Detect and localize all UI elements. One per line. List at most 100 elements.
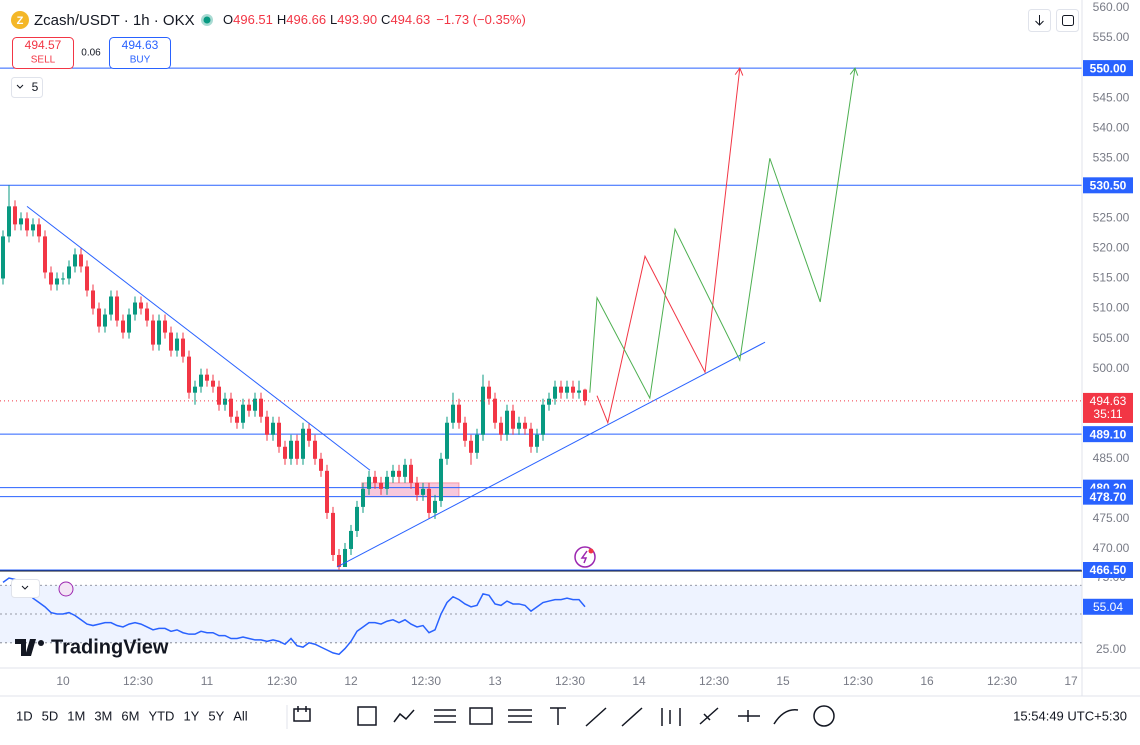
range-button[interactable]: 5D bbox=[42, 708, 59, 723]
fullscreen-button[interactable] bbox=[1056, 9, 1079, 32]
level-label: 466.50 bbox=[1090, 563, 1127, 577]
candle-body bbox=[13, 206, 18, 225]
h-label: H bbox=[277, 12, 286, 27]
candle-body bbox=[487, 386, 492, 399]
level-label: 530.50 bbox=[1090, 178, 1127, 192]
c-label: C bbox=[381, 12, 390, 27]
tool-icon[interactable] bbox=[550, 707, 566, 725]
candle-body bbox=[535, 434, 540, 447]
y-tick-label: 560.00 bbox=[1093, 0, 1130, 14]
candle-body bbox=[571, 386, 576, 393]
tool-icon[interactable] bbox=[508, 709, 532, 723]
x-tick-label: 11 bbox=[201, 674, 214, 688]
candle-body bbox=[559, 386, 564, 393]
candle-body bbox=[79, 254, 84, 267]
candle-body bbox=[475, 434, 480, 453]
candle-body bbox=[73, 254, 78, 267]
candle-body bbox=[439, 458, 444, 501]
candle-body bbox=[55, 278, 60, 285]
candle-body bbox=[7, 206, 12, 237]
candle-body bbox=[229, 398, 234, 417]
coin-icon-glyph: Z bbox=[17, 15, 24, 27]
tool-icon[interactable] bbox=[293, 706, 311, 722]
rsi-tick-label: 25.00 bbox=[1096, 642, 1126, 656]
candle-body bbox=[25, 218, 30, 231]
range-button[interactable]: 1Y bbox=[183, 708, 199, 723]
event-dot bbox=[588, 548, 594, 554]
y-tick-label: 505.00 bbox=[1093, 331, 1130, 345]
x-tick-label: 12:30 bbox=[699, 674, 729, 688]
candle-body bbox=[499, 422, 504, 435]
range-button[interactable]: 3M bbox=[94, 708, 112, 723]
sell-price: 494.57 bbox=[25, 38, 62, 52]
candle-body bbox=[67, 266, 72, 279]
x-tick-label: 12:30 bbox=[987, 674, 1017, 688]
range-button[interactable]: YTD bbox=[148, 708, 174, 723]
coin-icon bbox=[11, 11, 29, 29]
l-value: 493.90 bbox=[337, 12, 377, 27]
candle-body bbox=[91, 290, 96, 309]
candle-body bbox=[121, 320, 126, 333]
h-value: 496.66 bbox=[286, 12, 326, 27]
candle-body bbox=[343, 548, 348, 567]
drawing-tools bbox=[293, 705, 835, 727]
logo-mark bbox=[38, 640, 44, 646]
candle-body bbox=[85, 266, 90, 291]
title: Zcash/USDT · 1h · OKX bbox=[34, 12, 195, 29]
tool-icon[interactable] bbox=[434, 709, 456, 723]
x-tick-label: 15 bbox=[776, 674, 790, 688]
y-tick-label: 525.00 bbox=[1093, 211, 1130, 225]
tool-icon[interactable] bbox=[585, 707, 607, 727]
buy-button[interactable] bbox=[109, 37, 171, 69]
candle-body bbox=[277, 422, 282, 447]
candle-body bbox=[151, 320, 156, 345]
candle-body bbox=[175, 338, 180, 351]
level-label-box bbox=[1083, 177, 1133, 194]
fullscreen-icon bbox=[1062, 15, 1074, 26]
candle-body bbox=[181, 338, 186, 357]
range-button[interactable]: All bbox=[233, 708, 248, 723]
candle-body bbox=[241, 404, 246, 423]
candle-body bbox=[139, 302, 144, 309]
candle-body bbox=[457, 404, 462, 423]
candle-body bbox=[565, 386, 570, 393]
candle-body bbox=[301, 428, 306, 459]
range-button[interactable]: 5Y bbox=[208, 708, 224, 723]
sell-button[interactable] bbox=[12, 37, 74, 69]
candle-body bbox=[61, 278, 66, 280]
level-label: 489.10 bbox=[1090, 427, 1127, 441]
y-tick-label: 535.00 bbox=[1093, 150, 1130, 164]
tool-icon[interactable] bbox=[738, 710, 760, 722]
candle-body bbox=[523, 422, 528, 429]
tool-icon[interactable] bbox=[813, 705, 835, 727]
candle-body bbox=[289, 440, 294, 459]
range-button[interactable]: 6M bbox=[121, 708, 139, 723]
indicators-toggle[interactable] bbox=[11, 77, 43, 98]
x-tick-label: 12:30 bbox=[843, 674, 873, 688]
candle-body bbox=[193, 386, 198, 393]
plot bbox=[0, 67, 1082, 656]
range-button[interactable]: 1D bbox=[16, 708, 33, 723]
y-tick-label: 540.00 bbox=[1093, 120, 1130, 134]
tool-icon[interactable] bbox=[357, 706, 377, 726]
tool-icon[interactable] bbox=[393, 709, 415, 723]
tool-icon[interactable] bbox=[699, 707, 719, 725]
x-tick-label: 12:30 bbox=[267, 674, 297, 688]
tool-icon[interactable] bbox=[661, 708, 681, 726]
candle-body bbox=[313, 440, 318, 459]
candle-body bbox=[331, 512, 336, 555]
candle-body bbox=[265, 416, 270, 435]
range-button[interactable]: 1M bbox=[67, 708, 85, 723]
rsi-line bbox=[2, 577, 586, 656]
candle-body bbox=[247, 404, 252, 411]
tool-icon[interactable] bbox=[469, 707, 493, 725]
clock: 15:54:49 UTC+5:30 bbox=[1013, 708, 1127, 723]
tool-icon[interactable] bbox=[621, 707, 643, 727]
chevron bbox=[21, 585, 29, 590]
download-icon bbox=[1035, 15, 1044, 26]
candle-body bbox=[373, 476, 378, 483]
rsi-label: 55.04 bbox=[1093, 600, 1123, 614]
candle-body bbox=[361, 488, 366, 507]
candle-body bbox=[163, 320, 168, 333]
tool-icon[interactable] bbox=[773, 709, 799, 725]
